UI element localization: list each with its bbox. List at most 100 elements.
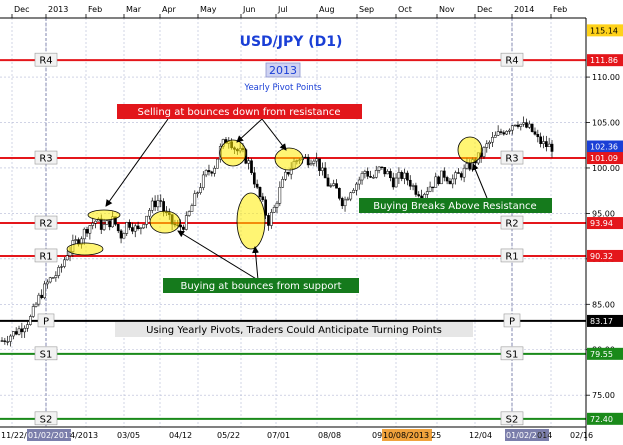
price-tick-label: 75.00 <box>592 391 615 400</box>
candle-body <box>519 123 523 127</box>
candle-body <box>352 189 355 193</box>
candle-body <box>442 170 446 178</box>
candle-body <box>434 176 438 188</box>
candle-body <box>550 143 554 152</box>
candle-body <box>247 160 250 164</box>
candle-body <box>105 220 109 225</box>
candle-body <box>400 172 404 179</box>
candle-body <box>505 131 508 135</box>
candle-body <box>193 193 197 206</box>
time-tick-label: Apr <box>162 5 177 14</box>
price-tag-label: 101.09 <box>590 154 618 163</box>
candle-body <box>408 179 412 187</box>
date-marker-box <box>27 429 71 441</box>
date-label: 25 <box>431 431 441 440</box>
candle-body <box>37 294 41 305</box>
time-tick-label: Jul <box>277 5 288 14</box>
candle-body <box>269 212 273 226</box>
date-label: 12/04 <box>469 431 492 440</box>
time-tick-label: 2014 <box>514 5 534 14</box>
date-label: 10/08/2013 <box>383 431 429 440</box>
candle-body <box>139 227 143 229</box>
pivot-label-r3: R3 <box>505 154 518 165</box>
candle-body <box>459 173 463 178</box>
pivot-label-box <box>500 248 524 263</box>
pivot-label-s2: S2 <box>506 414 519 425</box>
candle-body <box>82 228 86 240</box>
pivot-label-r3: R3 <box>39 154 52 165</box>
candle-body <box>119 230 123 239</box>
candle-body <box>201 174 205 188</box>
candle-body <box>468 163 472 170</box>
candle-body <box>3 340 7 342</box>
candle-body <box>462 167 466 178</box>
date-marker-box <box>382 429 432 441</box>
pivot-label-r2: R2 <box>39 219 52 230</box>
time-tick-label: Feb <box>553 5 567 14</box>
pivot-labels: R4 R4 R3 R3 R2 R2 R1 R1 P P S1 S1 S2 S2 <box>34 52 524 425</box>
pivot-label-r4: R4 <box>505 56 518 67</box>
candle-body <box>457 172 460 174</box>
candle-body <box>145 215 148 225</box>
pivot-label-box <box>500 215 524 230</box>
candle-body <box>131 227 134 232</box>
price-tag-label: 79.55 <box>590 350 613 359</box>
annotation-arrow <box>472 163 488 199</box>
candle-body <box>411 185 415 187</box>
candle-body <box>496 131 500 136</box>
pivot-label-r4: R4 <box>39 56 52 67</box>
pivot-label-p: P <box>509 316 515 327</box>
pivot-label-r1: R1 <box>39 251 52 262</box>
traders-label-box <box>115 322 473 337</box>
candle-body <box>428 186 432 192</box>
selling-label-box <box>117 104 362 119</box>
candle-body <box>547 143 551 148</box>
highlight-ellipse <box>236 192 266 250</box>
candle-body <box>448 180 452 185</box>
candle-body <box>493 134 497 138</box>
date-label: 02/16 <box>570 431 593 440</box>
candle-body <box>539 136 543 144</box>
candle-body <box>153 200 157 208</box>
candle-body <box>286 171 290 175</box>
candle-body <box>530 123 534 132</box>
candle-body <box>20 328 24 333</box>
price-tick-label: 100.00 <box>592 164 620 173</box>
price-tag-label: 93.94 <box>590 219 613 228</box>
candle-body <box>403 172 406 179</box>
pivot-label-box <box>503 313 521 328</box>
chart-title: USD/JPY (D1) <box>240 34 343 50</box>
candle-body <box>133 225 137 232</box>
candle-body <box>510 125 514 131</box>
annotation-arrow <box>261 118 287 151</box>
candle-body <box>91 222 95 226</box>
annotation-arrow <box>252 246 260 281</box>
candle-body <box>23 327 27 333</box>
candle-body <box>536 134 540 138</box>
pivot-label-r2: R2 <box>505 219 518 230</box>
candle-body <box>116 224 120 232</box>
highlight-ellipse <box>457 136 483 164</box>
candle-body <box>272 207 276 213</box>
candle-body <box>54 275 58 278</box>
pivot-label-s2: S2 <box>40 414 53 425</box>
price-tick-label: 105.00 <box>592 119 620 128</box>
candle-body <box>499 131 503 133</box>
pivot-label-box <box>34 346 58 361</box>
candle-body <box>482 147 486 157</box>
candle-body <box>377 166 381 171</box>
candle-body <box>31 306 35 317</box>
time-tick-label: Mar <box>126 5 142 14</box>
candle-body <box>338 187 341 199</box>
candle-body <box>357 179 361 185</box>
candle-body <box>366 171 370 177</box>
candle-body <box>63 259 66 267</box>
pivot-label-p: P <box>43 316 49 327</box>
price-tag-label: 83.17 <box>590 317 613 326</box>
price-tick-label: 110.00 <box>592 73 620 82</box>
candle-body <box>383 167 387 175</box>
traders-label: Using Yearly Pivots, Traders Could Antic… <box>146 325 442 336</box>
candle-body <box>391 177 395 188</box>
